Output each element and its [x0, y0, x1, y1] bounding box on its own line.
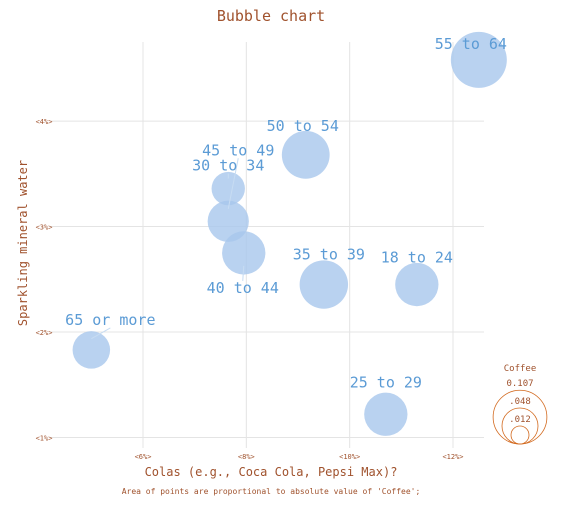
bubble-series: [72, 31, 507, 436]
y-axis-title: Sparkling mineral water: [16, 160, 30, 326]
bubble-label: 40 to 44: [207, 279, 279, 297]
bubble-point: [72, 331, 111, 369]
label-leader: [91, 327, 111, 340]
y-tick-label: <1%>: [36, 434, 53, 442]
bubble-point: [207, 200, 249, 242]
bubble-label: 50 to 54: [267, 117, 339, 135]
x-tick-label: <10%>: [339, 453, 360, 461]
y-tick-label: <4%>: [36, 118, 53, 126]
label-leader: [242, 265, 245, 281]
bubble-point: [211, 171, 245, 206]
bubble-label: 35 to 39: [293, 246, 365, 264]
bubble-point: [450, 31, 507, 88]
bubble-label: 18 to 24: [381, 249, 453, 267]
y-tick-label: <2%>: [36, 329, 53, 337]
bubble-label: 30 to 34: [192, 157, 264, 175]
bubble-label: 55 to 64: [435, 35, 507, 53]
plot-grid: [50, 42, 484, 448]
x-tick-label: <12%>: [442, 453, 463, 461]
legend-value-label: 0.107: [506, 379, 533, 389]
y-tick-label: <3%>: [36, 224, 53, 232]
chart-title: Bubble chart: [217, 7, 325, 25]
bubble-label: 25 to 29: [350, 373, 422, 391]
bubble-point: [281, 130, 330, 179]
bubble-point: [299, 260, 349, 309]
legend-value-label: .012: [509, 415, 531, 425]
x-tick-label: <8%>: [238, 453, 255, 461]
legend-value-label: .048: [509, 397, 531, 407]
x-axis-title: Colas (e.g., Coca Cola, Pepsi Max)?: [145, 465, 398, 479]
label-leader: [227, 158, 239, 210]
axis-ticks: <6%> <8%> <10%> <12%> <1%> <2%> <3%> <4%>: [36, 118, 464, 461]
x-tick-label: <6%>: [135, 453, 152, 461]
bubble-point: [395, 262, 439, 307]
bubble-label: 45 to 49: [202, 141, 274, 159]
legend-title: Coffee: [504, 364, 537, 374]
bubble-point: [222, 231, 266, 275]
size-legend: Coffee 0.107 .048 .012: [492, 364, 548, 445]
legend-size-circle: [510, 425, 530, 445]
bubble-label: 65 or more: [65, 311, 155, 329]
chart-footnote: Area of points are proportional to absol…: [122, 487, 421, 496]
bubble-point: [364, 392, 408, 436]
